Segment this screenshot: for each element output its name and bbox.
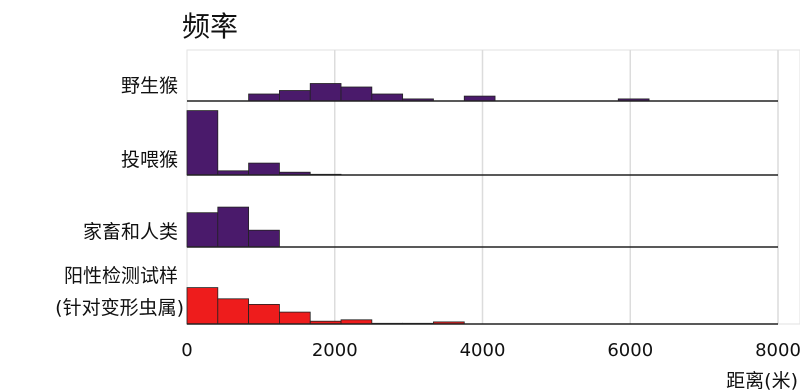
series-label: 阳性检测试样: [64, 265, 178, 287]
series-label: 投喂猴: [121, 149, 178, 171]
x-axis-label: 距离(米): [726, 370, 798, 390]
x-tick-label: 0: [181, 340, 192, 361]
histogram-bar: [248, 303, 280, 325]
plot-frame: [186, 49, 800, 325]
series-label-line2: (针对变形虫属): [55, 297, 184, 319]
panel-4: 阳性检测试样 (针对变形虫属): [55, 265, 778, 325]
histogram-bar: [217, 206, 250, 248]
series-label: 野生猴: [121, 75, 178, 97]
histogram-bar: [186, 212, 219, 248]
x-tick-label: 2000: [312, 340, 358, 361]
histogram-bar: [248, 93, 280, 102]
histogram-bar: [279, 311, 311, 325]
histogram-bar: [186, 287, 219, 325]
histogram-bar: [279, 90, 311, 102]
histogram-bar: [248, 162, 280, 176]
panel-1: 野生猴: [121, 75, 778, 102]
histogram-bar: [186, 110, 219, 176]
panel-3: 家畜和人类: [83, 206, 778, 248]
x-tick-label: 4000: [460, 340, 506, 361]
histogram-bar: [248, 229, 280, 248]
x-tick-label: 8000: [755, 340, 800, 361]
histogram-bar: [309, 83, 342, 102]
panel-2: 投喂猴: [121, 110, 778, 176]
series-label: 家畜和人类: [83, 221, 178, 243]
x-tick-label: 6000: [607, 340, 653, 361]
histogram-bar: [371, 93, 404, 102]
y-axis-title: 频率: [182, 10, 238, 43]
histogram-bar: [217, 298, 250, 325]
histogram-bar: [340, 86, 373, 102]
